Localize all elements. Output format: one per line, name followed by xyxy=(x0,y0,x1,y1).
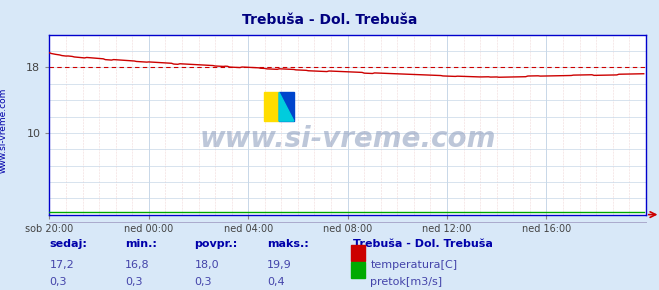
Text: 0,3: 0,3 xyxy=(194,277,212,287)
Text: 16,8: 16,8 xyxy=(125,260,150,269)
Text: www.si-vreme.com: www.si-vreme.com xyxy=(200,125,496,153)
Text: 18,0: 18,0 xyxy=(194,260,219,269)
Text: Trebuša - Dol. Trebuša: Trebuša - Dol. Trebuša xyxy=(242,13,417,27)
Text: Trebuša - Dol. Trebuša: Trebuša - Dol. Trebuša xyxy=(353,239,492,249)
Text: pretok[m3/s]: pretok[m3/s] xyxy=(370,277,442,287)
Text: 17,2: 17,2 xyxy=(49,260,74,269)
Text: sedaj:: sedaj: xyxy=(49,239,87,249)
FancyBboxPatch shape xyxy=(264,92,279,121)
Text: povpr.:: povpr.: xyxy=(194,239,238,249)
Text: 0,3: 0,3 xyxy=(125,277,143,287)
FancyBboxPatch shape xyxy=(279,92,294,121)
Text: www.si-vreme.com: www.si-vreme.com xyxy=(0,88,8,173)
Text: 0,3: 0,3 xyxy=(49,277,67,287)
Text: 19,9: 19,9 xyxy=(267,260,292,269)
Text: 0,4: 0,4 xyxy=(267,277,285,287)
Text: min.:: min.: xyxy=(125,239,157,249)
Text: maks.:: maks.: xyxy=(267,239,308,249)
Text: temperatura[C]: temperatura[C] xyxy=(370,260,457,269)
Polygon shape xyxy=(279,92,294,121)
